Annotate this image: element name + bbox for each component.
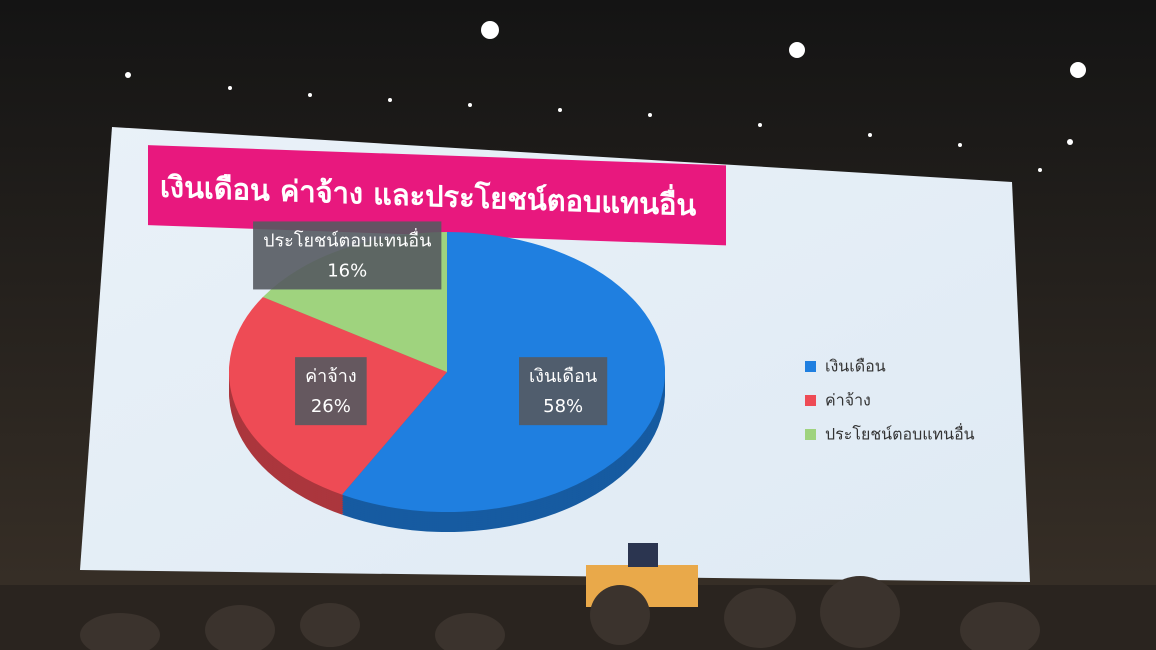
data-label-category: ประโยชน์ตอบแทนอื่น	[263, 227, 431, 251]
page: เงินเดือน ค่าจ้าง และประโยชน์ตอบแทนอื่น …	[0, 0, 1156, 650]
legend-swatch	[805, 395, 816, 406]
scene: เงินเดือน ค่าจ้าง และประโยชน์ตอบแทนอื่น …	[0, 0, 1156, 650]
data-label-value: 26%	[311, 396, 351, 417]
data-label-category: ค่าจ้าง	[305, 366, 357, 387]
legend-swatch	[805, 361, 816, 372]
data-label-value: 58%	[543, 396, 583, 417]
data-label-category: เงินเดือน	[529, 366, 597, 387]
data-label: ค่าจ้าง 26%	[295, 357, 367, 425]
data-label-value: 16%	[327, 260, 367, 281]
speaker	[628, 543, 658, 567]
data-label: ประโยชน์ตอบแทนอื่น 16%	[253, 221, 441, 289]
legend-swatch	[805, 429, 816, 440]
legend-label: ค่าจ้าง	[825, 391, 871, 410]
data-label: เงินเดือน 58%	[519, 357, 607, 425]
legend-label: ประโยชน์ตอบแทนอื่น	[825, 423, 975, 444]
legend-label: เงินเดือน	[825, 357, 886, 376]
